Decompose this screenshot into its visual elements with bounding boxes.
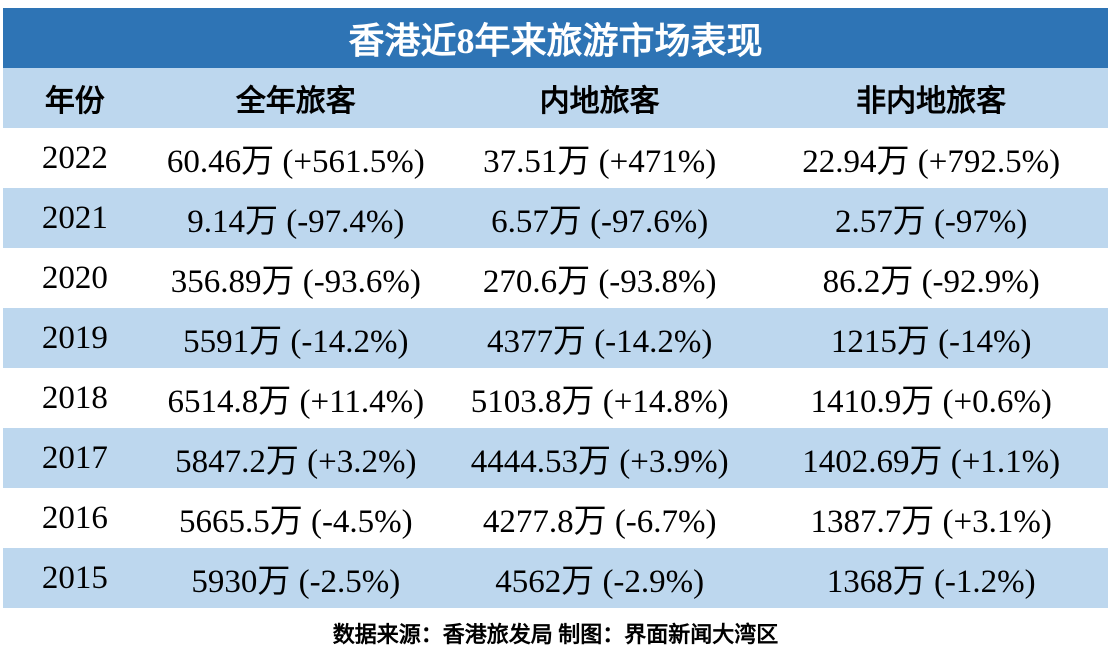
page-title: 香港近8年来旅游市场表现: [348, 21, 763, 61]
cell-year: 2017: [41, 439, 108, 476]
cell-year: 2021: [41, 199, 108, 236]
cell-non-mainland-visitors: 1215万 (-14%): [830, 324, 1032, 360]
table-row-2019: 2019 5591万 (-14.2%) 4377万 (-14.2%) 1215万…: [3, 308, 1108, 368]
cell-mainland-visitors: 4444.53万 (+3.9%): [470, 444, 729, 480]
cell-total-visitors: 60.46万 (+561.5%): [166, 144, 425, 180]
table-row-2020: 2020 356.89万 (-93.6%) 270.6万 (-93.8%) 86…: [3, 248, 1108, 308]
cell-total-visitors: 5591万 (-14.2%): [183, 324, 409, 360]
cell-non-mainland-visitors: 1368万 (-1.2%): [826, 564, 1036, 600]
cell-non-mainland-visitors: 2.57万 (-97%): [834, 204, 1028, 240]
table-row-2022: 2022 60.46万 (+561.5%) 37.51万 (+471%) 22.…: [3, 128, 1108, 188]
cell-non-mainland-visitors: 22.94万 (+792.5%): [802, 144, 1061, 180]
cell-mainland-visitors: 4277.8万 (-6.7%): [482, 504, 717, 540]
column-header-total-visitors: 全年旅客: [235, 85, 356, 118]
tourism-table: 年份 全年旅客 内地旅客 非内地旅客 2022 60.46万 (+561.5%)…: [3, 68, 1108, 608]
cell-year: 2016: [41, 499, 108, 536]
cell-mainland-visitors: 4562万 (-2.9%): [495, 564, 705, 600]
column-header-non-mainland-visitors: 非内地旅客: [856, 85, 1007, 118]
cell-total-visitors: 5665.5万 (-4.5%): [178, 504, 413, 540]
cell-year: 2018: [41, 379, 108, 416]
table-header-row: 年份 全年旅客 内地旅客 非内地旅客: [3, 68, 1108, 128]
cell-year: 2020: [41, 259, 108, 296]
cell-total-visitors: 6514.8万 (+11.4%): [167, 384, 425, 420]
cell-total-visitors: 356.89万 (-93.6%): [170, 264, 421, 300]
cell-non-mainland-visitors: 1410.9万 (+0.6%): [810, 384, 1052, 420]
table-row-2016: 2016 5665.5万 (-4.5%) 4277.8万 (-6.7%) 138…: [3, 488, 1108, 548]
cell-mainland-visitors: 4377万 (-14.2%): [486, 324, 713, 360]
cell-non-mainland-visitors: 1402.69万 (+1.1%): [802, 444, 1061, 480]
column-header-year: 年份: [44, 85, 105, 118]
table-row-2021: 2021 9.14万 (-97.4%) 6.57万 (-97.6%) 2.57万…: [3, 188, 1108, 248]
table-row-2018: 2018 6514.8万 (+11.4%) 5103.8万 (+14.8%) 1…: [3, 368, 1108, 428]
cell-non-mainland-visitors: 1387.7万 (+3.1%): [810, 504, 1052, 540]
cell-mainland-visitors: 37.51万 (+471%): [483, 144, 717, 180]
table-body: 2022 60.46万 (+561.5%) 37.51万 (+471%) 22.…: [3, 128, 1108, 608]
cell-mainland-visitors: 5103.8万 (+14.8%): [470, 384, 729, 420]
cell-year: 2015: [41, 559, 108, 596]
table-row-2015: 2015 5930万 (-2.5%) 4562万 (-2.9%) 1368万 (…: [3, 548, 1108, 608]
cell-mainland-visitors: 270.6万 (-93.8%): [482, 264, 717, 300]
cell-total-visitors: 5930万 (-2.5%): [191, 564, 401, 600]
footer: 数据来源：香港旅发局 制图：界面新闻大湾区: [3, 608, 1108, 658]
cell-total-visitors: 9.14万 (-97.4%): [187, 204, 405, 240]
cell-non-mainland-visitors: 86.2万 (-92.9%): [822, 264, 1040, 300]
cell-mainland-visitors: 6.57万 (-97.6%): [491, 204, 709, 240]
title-bar: 香港近8年来旅游市场表现: [3, 8, 1108, 68]
cell-year: 2019: [41, 319, 108, 356]
column-header-mainland-visitors: 内地旅客: [539, 85, 660, 118]
source-note: 数据来源：香港旅发局 制图：界面新闻大湾区: [332, 622, 779, 647]
cell-year: 2022: [41, 139, 108, 176]
table-row-2017: 2017 5847.2万 (+3.2%) 4444.53万 (+3.9%) 14…: [3, 428, 1108, 488]
cell-total-visitors: 5847.2万 (+3.2%): [175, 444, 417, 480]
